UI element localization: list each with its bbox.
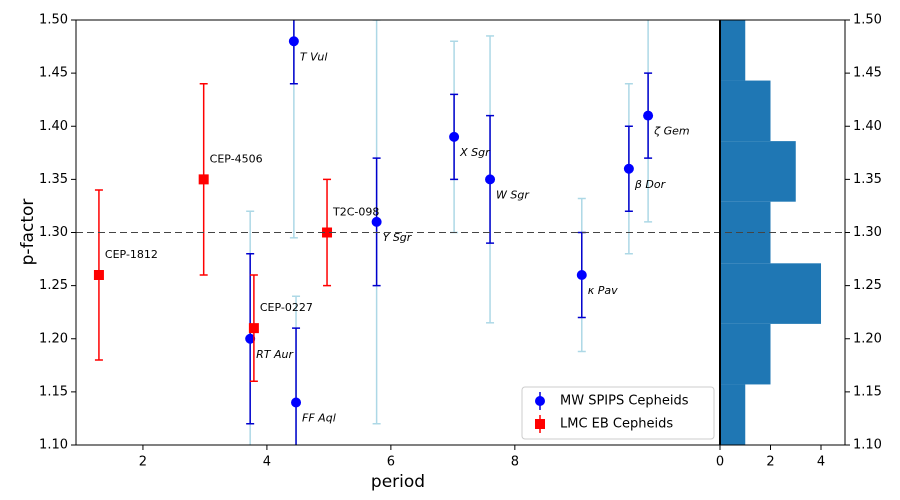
y-tick-label: 1.35 [39,172,68,187]
point-label: RT Aur [256,348,294,361]
histogram-bar [720,263,822,324]
point [623,163,634,174]
point [198,174,209,185]
point-label: Y Sgr [383,231,413,244]
legend-marker [535,396,545,406]
point-label: β Dor [634,178,667,191]
legend-label: LMC EB Cepheids [560,417,673,432]
point [576,270,587,280]
point [291,397,302,408]
y-axis-label: p-factor [18,199,38,266]
legend-box [521,386,715,440]
point [93,270,104,280]
histogram-bar [720,384,746,445]
histogram-area [720,20,822,445]
y-tick-label: 1.40 [39,119,68,134]
x-tick-label: 8 [511,455,519,470]
x-tick-label: 4 [263,455,271,470]
y2-tick-label: 1.40 [853,119,882,134]
x-tick-label: 2 [139,455,147,470]
point [245,333,256,344]
y2-tick-label: 1.50 [853,13,882,28]
histogram-bar [720,20,746,81]
y-tick-label: 1.30 [39,225,68,240]
point [288,36,299,47]
legend-label: MW SPIPS Cepheids [560,394,689,409]
point-label: CEP-1812 [105,248,158,261]
point [322,227,333,238]
point-label: CEP-4506 [210,152,263,165]
point [485,174,496,185]
point [248,323,259,334]
point [643,110,654,121]
x-tick-label: 6 [387,455,395,470]
point-label: CEP-0227 [260,301,313,314]
histogram-bar [720,141,796,202]
y2-tick-label: 1.15 [853,384,882,399]
y-tick-label: 1.10 [39,438,68,453]
histogram-bar [720,323,771,385]
y2-tick-label: 1.10 [853,438,882,453]
x-tick-label: 4 [817,455,825,470]
y2-tick-label: 1.35 [853,172,882,187]
point-label: κ Pav [588,284,618,297]
point [449,131,460,142]
point [371,216,382,227]
point-label: ζ Gem [653,125,690,138]
point-label: T Vul [300,50,328,63]
x-tick-label: 2 [766,455,774,470]
point-label: FF Aql [302,412,336,425]
point-label: X Sgr [459,146,491,159]
y-tick-label: 1.50 [39,13,68,28]
y2-tick-label: 1.30 [853,225,882,240]
point-label: T2C-098 [332,206,379,219]
x-axis-label: period [371,472,425,492]
y-tick-label: 1.20 [39,331,68,346]
histogram-bar [720,80,771,142]
y2-tick-label: 1.45 [853,66,882,81]
axes: 1.10 1.15 1.20 1.25 1.30 1.35 1.40 1.45 1.50 2 4 6 8… [39,13,882,470]
y-tick-label: 1.15 [39,384,68,399]
legend-marker [535,419,545,429]
plot-area [93,20,654,445]
y-tick-label: 1.45 [39,66,68,81]
x-tick-label: 0 [716,455,724,470]
point-label: W Sgr [496,188,530,201]
y2-tick-label: 1.25 [853,278,882,293]
y-tick-label: 1.25 [39,278,68,293]
y2-tick-label: 1.20 [853,331,882,346]
